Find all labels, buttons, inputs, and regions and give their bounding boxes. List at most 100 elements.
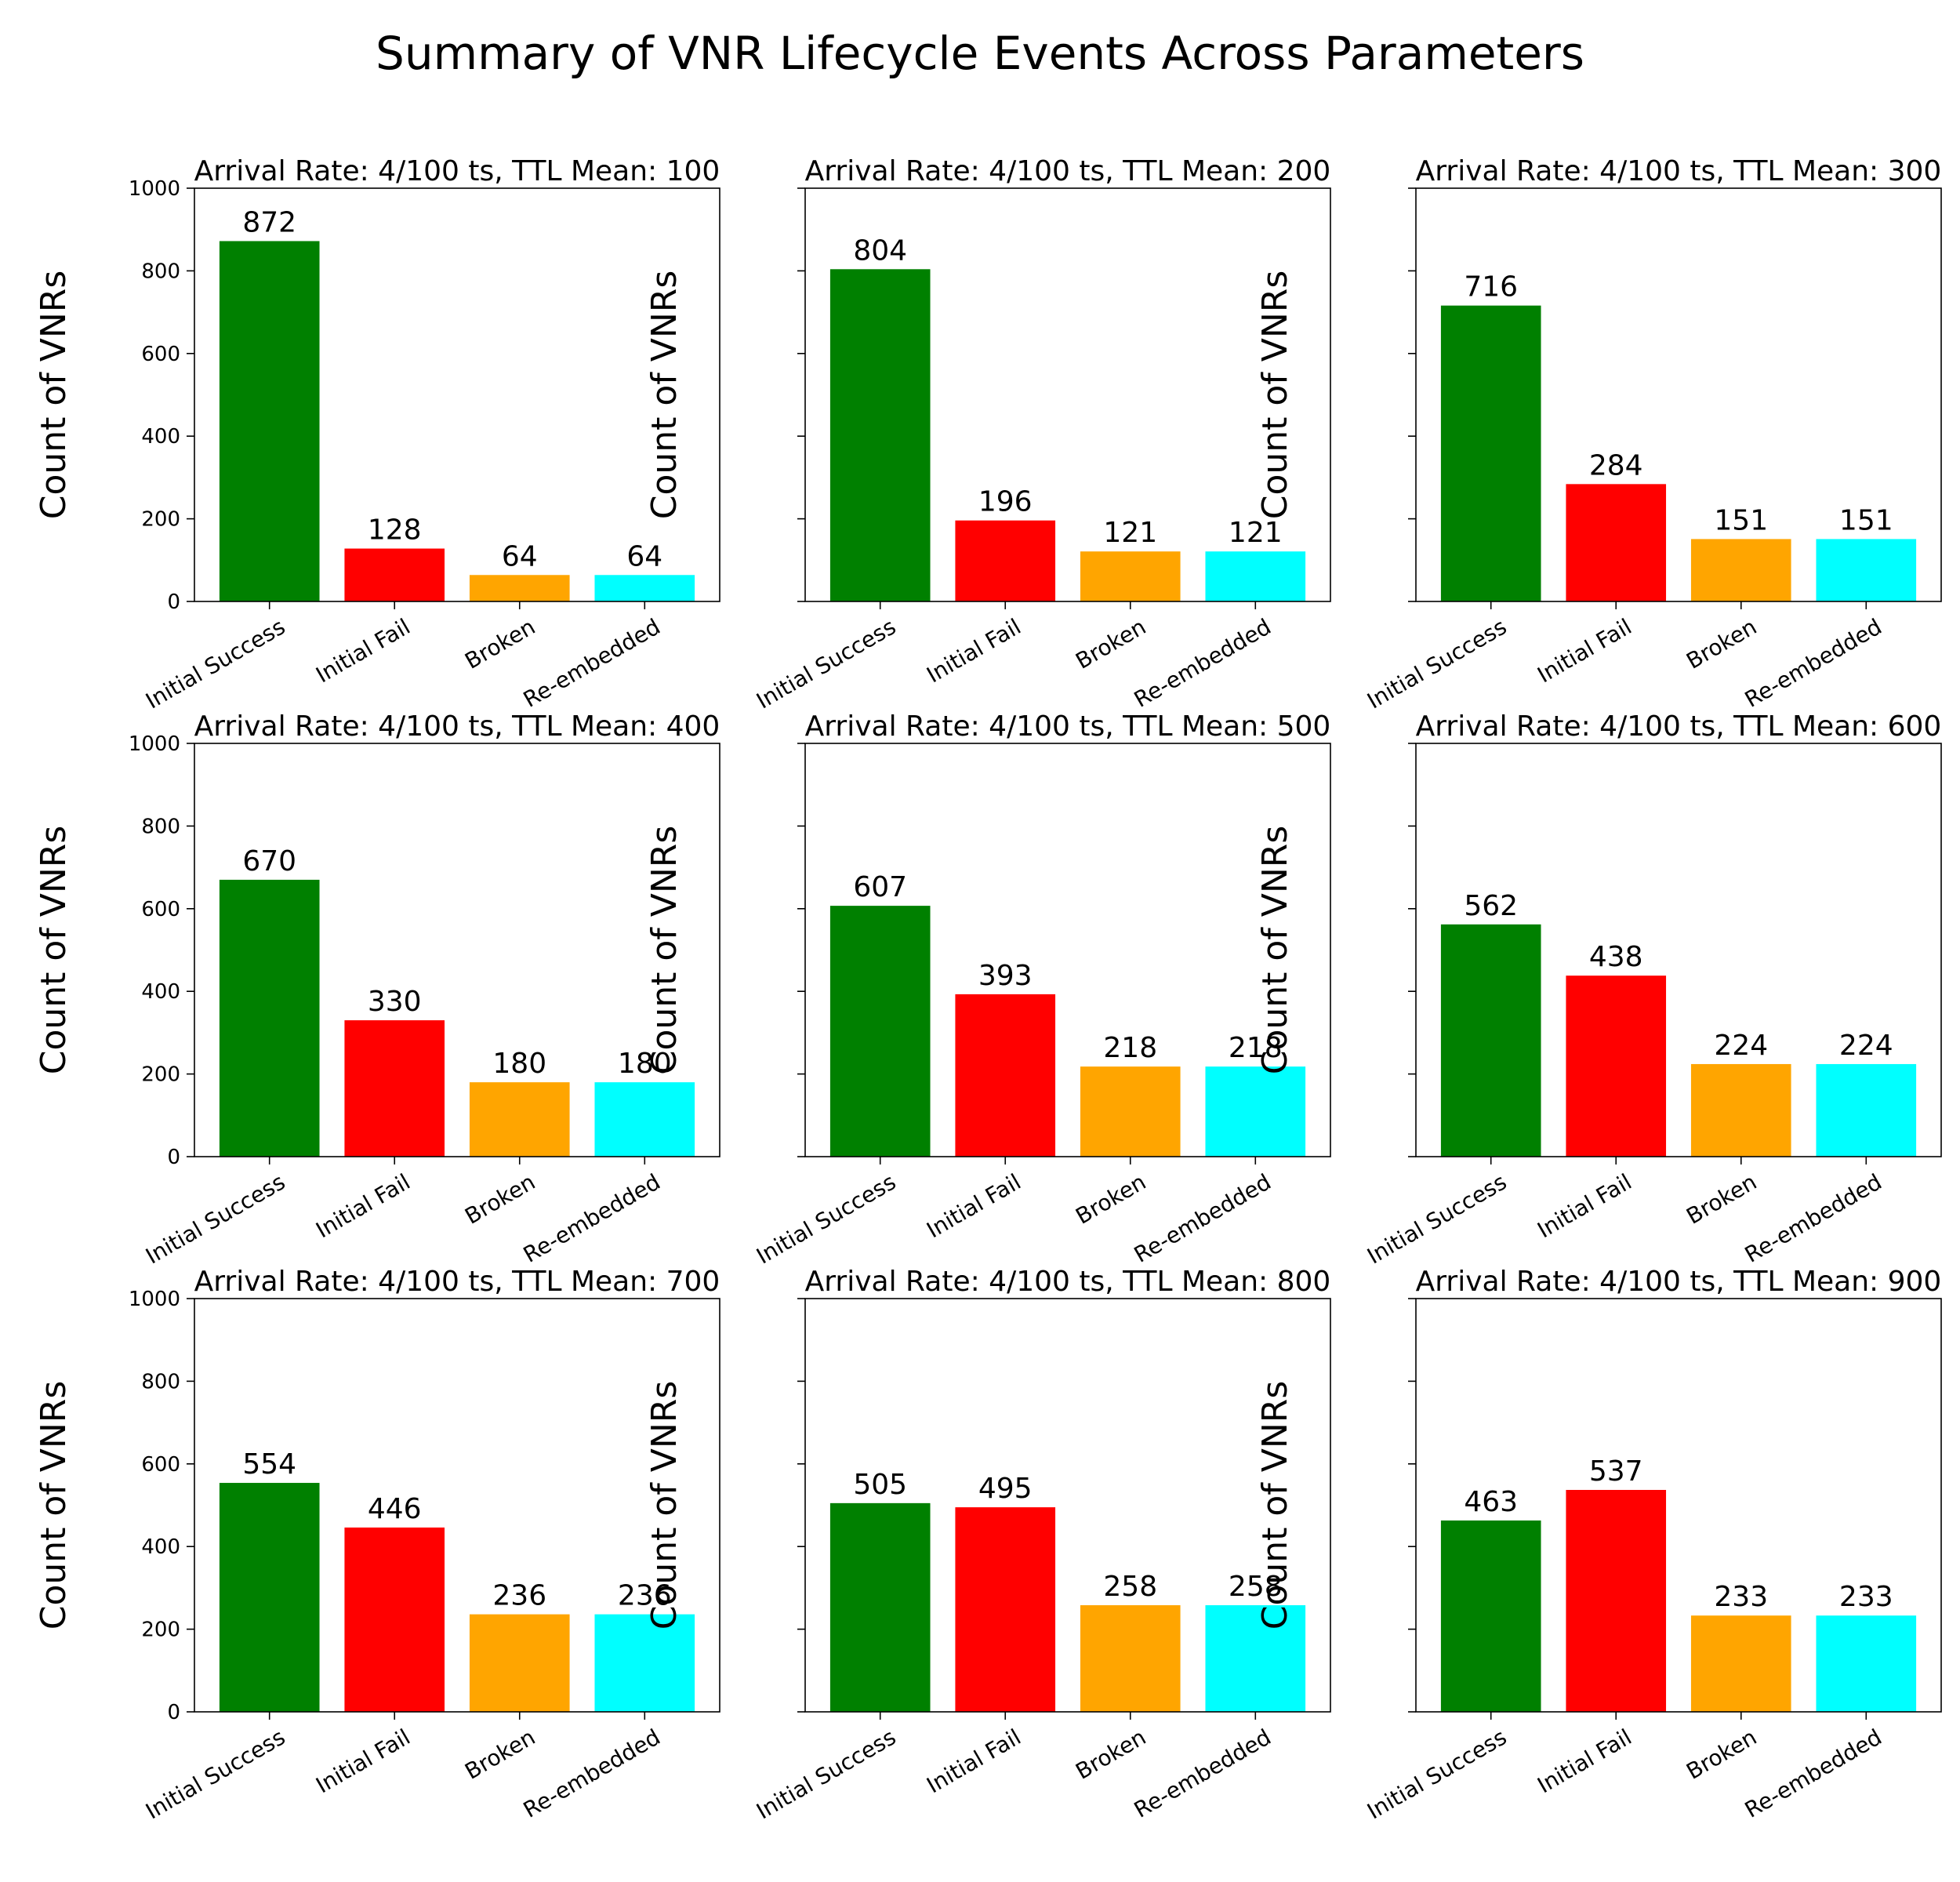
- y-tick-label: 1000: [129, 177, 180, 201]
- bar-initial-fail: [344, 1527, 445, 1712]
- bar-value-label: 872: [242, 206, 296, 238]
- bar-value-label: 330: [368, 986, 422, 1018]
- bar-initial-fail: [1566, 484, 1667, 601]
- y-tick-label: 400: [141, 980, 180, 1004]
- bar-value-label: 236: [492, 1580, 546, 1612]
- bar-value-label: 121: [1103, 517, 1157, 549]
- subplot-title: Arrival Rate: 4/100 ts, TTL Mean: 900: [1416, 1266, 1942, 1298]
- subplot-title: Arrival Rate: 4/100 ts, TTL Mean: 400: [194, 710, 720, 743]
- bar-broken: [1080, 1066, 1181, 1157]
- bar-value-label: 562: [1464, 890, 1518, 922]
- y-tick-label: 800: [141, 260, 180, 283]
- bar-value-label: 233: [1714, 1581, 1768, 1613]
- y-axis-label: Count of VNRs: [34, 1381, 74, 1630]
- bar-broken: [1080, 1605, 1181, 1712]
- bar-re-embedded: [1816, 539, 1917, 601]
- bar-value-label: 670: [242, 845, 296, 877]
- bar-value-label: 151: [1714, 504, 1768, 536]
- subplot-title: Arrival Rate: 4/100 ts, TTL Mean: 200: [805, 155, 1331, 187]
- y-tick-label: 800: [141, 1370, 180, 1393]
- bar-initial-success: [219, 879, 320, 1157]
- bar-value-label: 64: [502, 540, 538, 572]
- y-axis-label: Count of VNRs: [1255, 271, 1295, 520]
- bar-initial-success: [219, 1483, 320, 1712]
- bar-value-label: 236: [618, 1580, 672, 1612]
- y-tick-label: 400: [141, 425, 180, 449]
- bar-value-label: 716: [1464, 271, 1518, 303]
- bar-value-label: 224: [1839, 1030, 1893, 1062]
- bar-value-label: 495: [978, 1473, 1033, 1505]
- bar-value-label: 607: [853, 871, 907, 903]
- bar-value-label: 233: [1839, 1581, 1893, 1613]
- bar-initial-success: [829, 906, 931, 1157]
- bar-value-label: 554: [242, 1448, 296, 1481]
- y-axis-label: Count of VNRs: [1255, 826, 1295, 1075]
- axes-frame: [194, 743, 720, 1157]
- bar-initial-success: [1440, 924, 1541, 1157]
- bar-broken: [469, 1082, 570, 1157]
- axes-frame: [1415, 743, 1942, 1157]
- bar-value-label: 393: [978, 960, 1033, 992]
- bar-value-label: 438: [1589, 941, 1643, 973]
- bar-broken: [1690, 1063, 1791, 1157]
- bar-value-label: 151: [1839, 504, 1893, 536]
- axes-frame: [1415, 187, 1942, 602]
- bar-broken: [469, 575, 570, 601]
- y-axis-label: Count of VNRs: [1255, 1381, 1295, 1630]
- bar-re-embedded: [1816, 1615, 1917, 1712]
- subplot-title: Arrival Rate: 4/100 ts, TTL Mean: 800: [805, 1266, 1331, 1298]
- bar-initial-success: [829, 269, 931, 601]
- bar-value-label: 284: [1589, 449, 1643, 481]
- bar-initial-success: [219, 241, 320, 601]
- y-tick-label: 0: [167, 1146, 180, 1169]
- bar-re-embedded: [1205, 551, 1306, 601]
- y-axis-label: Count of VNRs: [644, 271, 684, 520]
- bar-value-label: 224: [1714, 1030, 1768, 1062]
- axes-frame: [804, 1298, 1331, 1713]
- bar-value-label: 804: [853, 234, 907, 267]
- bar-value-label: 180: [492, 1048, 546, 1080]
- y-tick-label: 600: [141, 898, 180, 921]
- subplot-title: Arrival Rate: 4/100 ts, TTL Mean: 700: [194, 1266, 720, 1298]
- axes-frame: [1415, 1298, 1942, 1713]
- axes-frame: [194, 1298, 720, 1713]
- bar-re-embedded: [594, 1082, 695, 1157]
- bar-initial-fail: [955, 994, 1056, 1157]
- y-tick-label: 600: [141, 343, 180, 366]
- bar-re-embedded: [594, 1614, 695, 1712]
- figure-title: Summary of VNR Lifecycle Events Across P…: [376, 27, 1584, 80]
- bar-initial-fail: [1566, 976, 1667, 1157]
- bar-broken: [1080, 551, 1181, 601]
- y-tick-label: 200: [141, 1063, 180, 1087]
- bar-initial-success: [829, 1502, 931, 1712]
- y-axis-label: Count of VNRs: [644, 1381, 684, 1630]
- bar-initial-fail: [955, 1507, 1056, 1712]
- y-tick-label: 600: [141, 1453, 180, 1477]
- y-axis-label: Count of VNRs: [34, 271, 74, 520]
- bar-broken: [469, 1614, 570, 1712]
- bar-value-label: 463: [1464, 1486, 1518, 1518]
- subplot-title: Arrival Rate: 4/100 ts, TTL Mean: 500: [805, 710, 1331, 743]
- y-tick-label: 200: [141, 1619, 180, 1642]
- bar-re-embedded: [1205, 1605, 1306, 1712]
- bar-initial-success: [1440, 305, 1541, 601]
- bar-value-label: 505: [853, 1469, 907, 1501]
- bar-value-label: 121: [1229, 517, 1283, 549]
- y-axis-label: Count of VNRs: [644, 826, 684, 1075]
- bar-initial-success: [1440, 1520, 1541, 1712]
- bar-re-embedded: [1205, 1066, 1306, 1157]
- y-tick-label: 400: [141, 1535, 180, 1559]
- subplot-8: Arrival Rate: 4/100 ts, TTL Mean: 800 Cou…: [644, 1266, 1331, 1825]
- y-tick-label: 0: [167, 590, 180, 614]
- bar-broken: [1690, 539, 1791, 601]
- subplot-title: Arrival Rate: 4/100 ts, TTL Mean: 300: [1416, 155, 1942, 187]
- y-tick-label: 800: [141, 815, 180, 838]
- y-tick-label: 0: [167, 1701, 180, 1724]
- y-tick-label: 1000: [129, 732, 180, 756]
- bar-value-label: 196: [978, 486, 1033, 518]
- axes-frame: [804, 743, 1331, 1157]
- bar-value-label: 258: [1103, 1571, 1157, 1603]
- axes-frame: [194, 187, 720, 602]
- bar-initial-fail: [955, 520, 1056, 601]
